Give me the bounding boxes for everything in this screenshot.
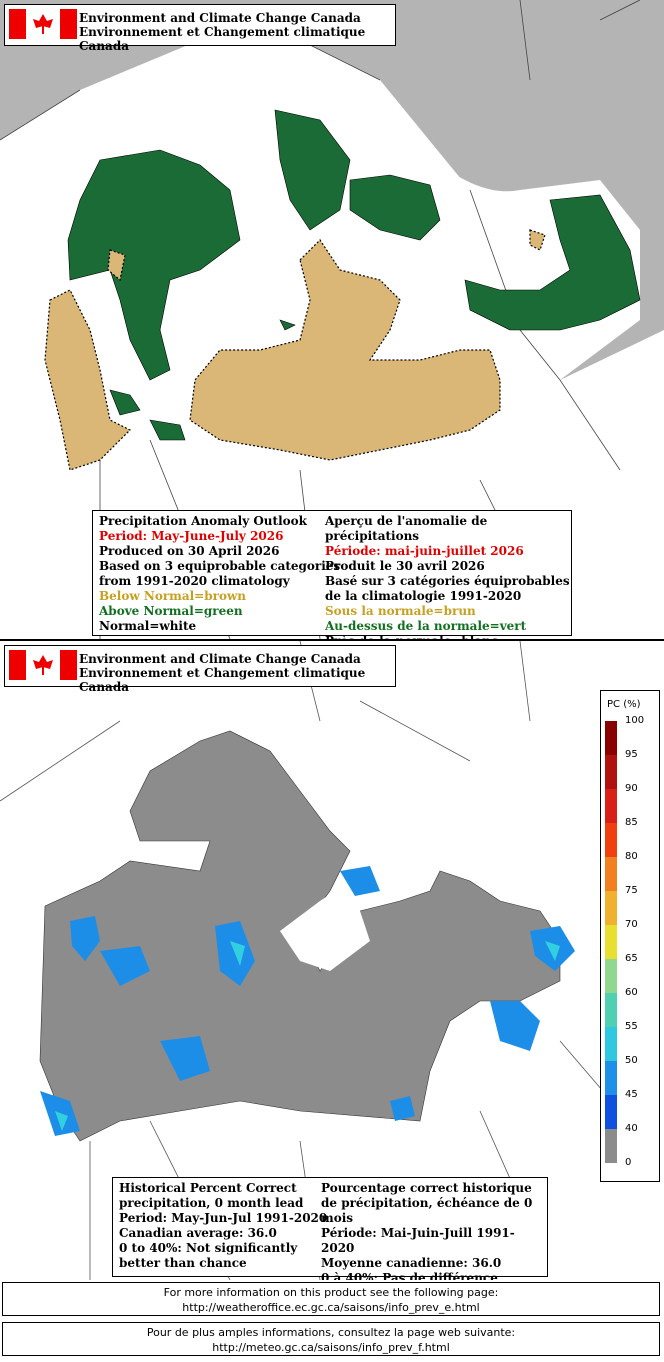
colorbar-label: 45	[625, 1089, 638, 1100]
canada-flag	[9, 9, 77, 39]
header-en: Environment and Climate Change Canada	[79, 11, 361, 25]
legend-line: Above Normal=green	[99, 604, 243, 618]
skill-areas	[40, 866, 575, 1136]
colorbar-label: 75	[625, 885, 638, 896]
footer-line: http://weatheroffice.ec.gc.ca/saisons/in…	[182, 1301, 480, 1314]
legend-line: 0 to 40%: Not significantly	[119, 1241, 298, 1255]
legend-line: Period: May-Jun-Jul 1991-2020	[119, 1211, 328, 1225]
legend-line: Au-dessus de la normale=vert	[325, 619, 527, 633]
skill-panel: Environment and Climate Change Canada En…	[0, 641, 664, 1280]
below-normal-areas	[44, 229, 546, 471]
canada-flag	[9, 650, 77, 680]
legend-line: Normal=white	[99, 619, 197, 633]
footer-line: For more information on this product see…	[163, 1286, 499, 1299]
header-fr: Environnement et Changement climatique C…	[79, 25, 366, 53]
legend-line: Basé sur 3 catégories équiprobables	[325, 574, 570, 588]
header: Environment and Climate Change Canada En…	[4, 645, 396, 694]
footer-en: For more information on this product see…	[2, 1282, 660, 1316]
legend-line: Sous la normale=brun	[325, 604, 476, 618]
header-fr: Environnement et Changement climatique C…	[79, 666, 366, 694]
colorbar-label: 40	[625, 1123, 638, 1134]
colorbar-label: 70	[625, 919, 638, 930]
legend-line: Produced on 30 April 2026	[99, 544, 280, 558]
colorbar-ramp	[605, 721, 617, 1163]
header: Environment and Climate Change Canada En…	[4, 4, 396, 53]
outlook-panel: Environment and Climate Change Canada En…	[0, 0, 664, 641]
legend-line: from 1991-2020 climatology	[99, 574, 290, 588]
colorbar-label: 95	[625, 749, 638, 760]
legend-line: Precipitation Anomaly Outlook	[99, 514, 307, 528]
colorbar-label: 60	[625, 987, 638, 998]
header-en: Environment and Climate Change Canada	[79, 652, 361, 666]
colorbar-label: 90	[625, 783, 638, 794]
colorbar-label: 80	[625, 851, 638, 862]
legend-line: Près de la normale=blanc	[325, 634, 499, 641]
legend-line: precipitation, 0 month lead	[119, 1196, 304, 1210]
legend-line: Based on 3 equiprobable categories	[99, 559, 341, 573]
colorbar-label: 50	[625, 1055, 638, 1066]
skill-map	[0, 641, 621, 1280]
legend-line: Historical Percent Correct	[119, 1181, 297, 1195]
legend-line: 0 à 40%: Pas de différence	[321, 1271, 498, 1280]
colorbar-label: 0	[625, 1157, 632, 1168]
colorbar-label: 55	[625, 1021, 638, 1032]
legend-line: Période: mai-juin-juillet 2026	[325, 544, 524, 558]
legend-line: Aperçu de l'anomalie de précipitations	[325, 514, 488, 543]
colorbar: PC (%) 100 95 90 85 80 75 70 65 60 55 50 45 40 0	[600, 690, 660, 1182]
legend-line: Canadian average: 36.0	[119, 1226, 277, 1240]
colorbar-label: 100	[625, 715, 645, 726]
outlook-map	[0, 0, 664, 639]
footer-fr: Pour de plus amples informations, consul…	[2, 1322, 660, 1356]
legend-line: Période: Mai-Juin-Juill 1991-2020	[321, 1226, 515, 1255]
footer-line: Pour de plus amples informations, consul…	[146, 1326, 516, 1339]
legend-line: Produit le 30 avril 2026	[325, 559, 485, 573]
legend-line: de précipitation, échéance de 0 mois	[321, 1196, 533, 1225]
legend-box: Precipitation Anomaly Outlook Period: May…	[92, 510, 572, 639]
legend-line: Moyenne canadienne: 36.0	[321, 1256, 502, 1270]
legend-line: Pourcentage correct historique	[321, 1181, 532, 1195]
legend-line: Period: May-June-July 2026	[99, 529, 284, 543]
colorbar-label: 65	[625, 953, 638, 964]
above-normal-areas	[67, 109, 641, 441]
legend-line: Below Normal=brown	[99, 589, 246, 603]
legend-line: de la climatologie 1991-2020	[325, 589, 522, 603]
colorbar-label: 85	[625, 817, 638, 828]
legend-line: better than chance	[119, 1256, 247, 1270]
footer-line: http://meteo.gc.ca/saisons/info_prev_f.h…	[212, 1341, 450, 1354]
colorbar-title: PC (%)	[607, 699, 641, 710]
legend-box: Historical Percent Correct precipitation,…	[112, 1177, 548, 1280]
